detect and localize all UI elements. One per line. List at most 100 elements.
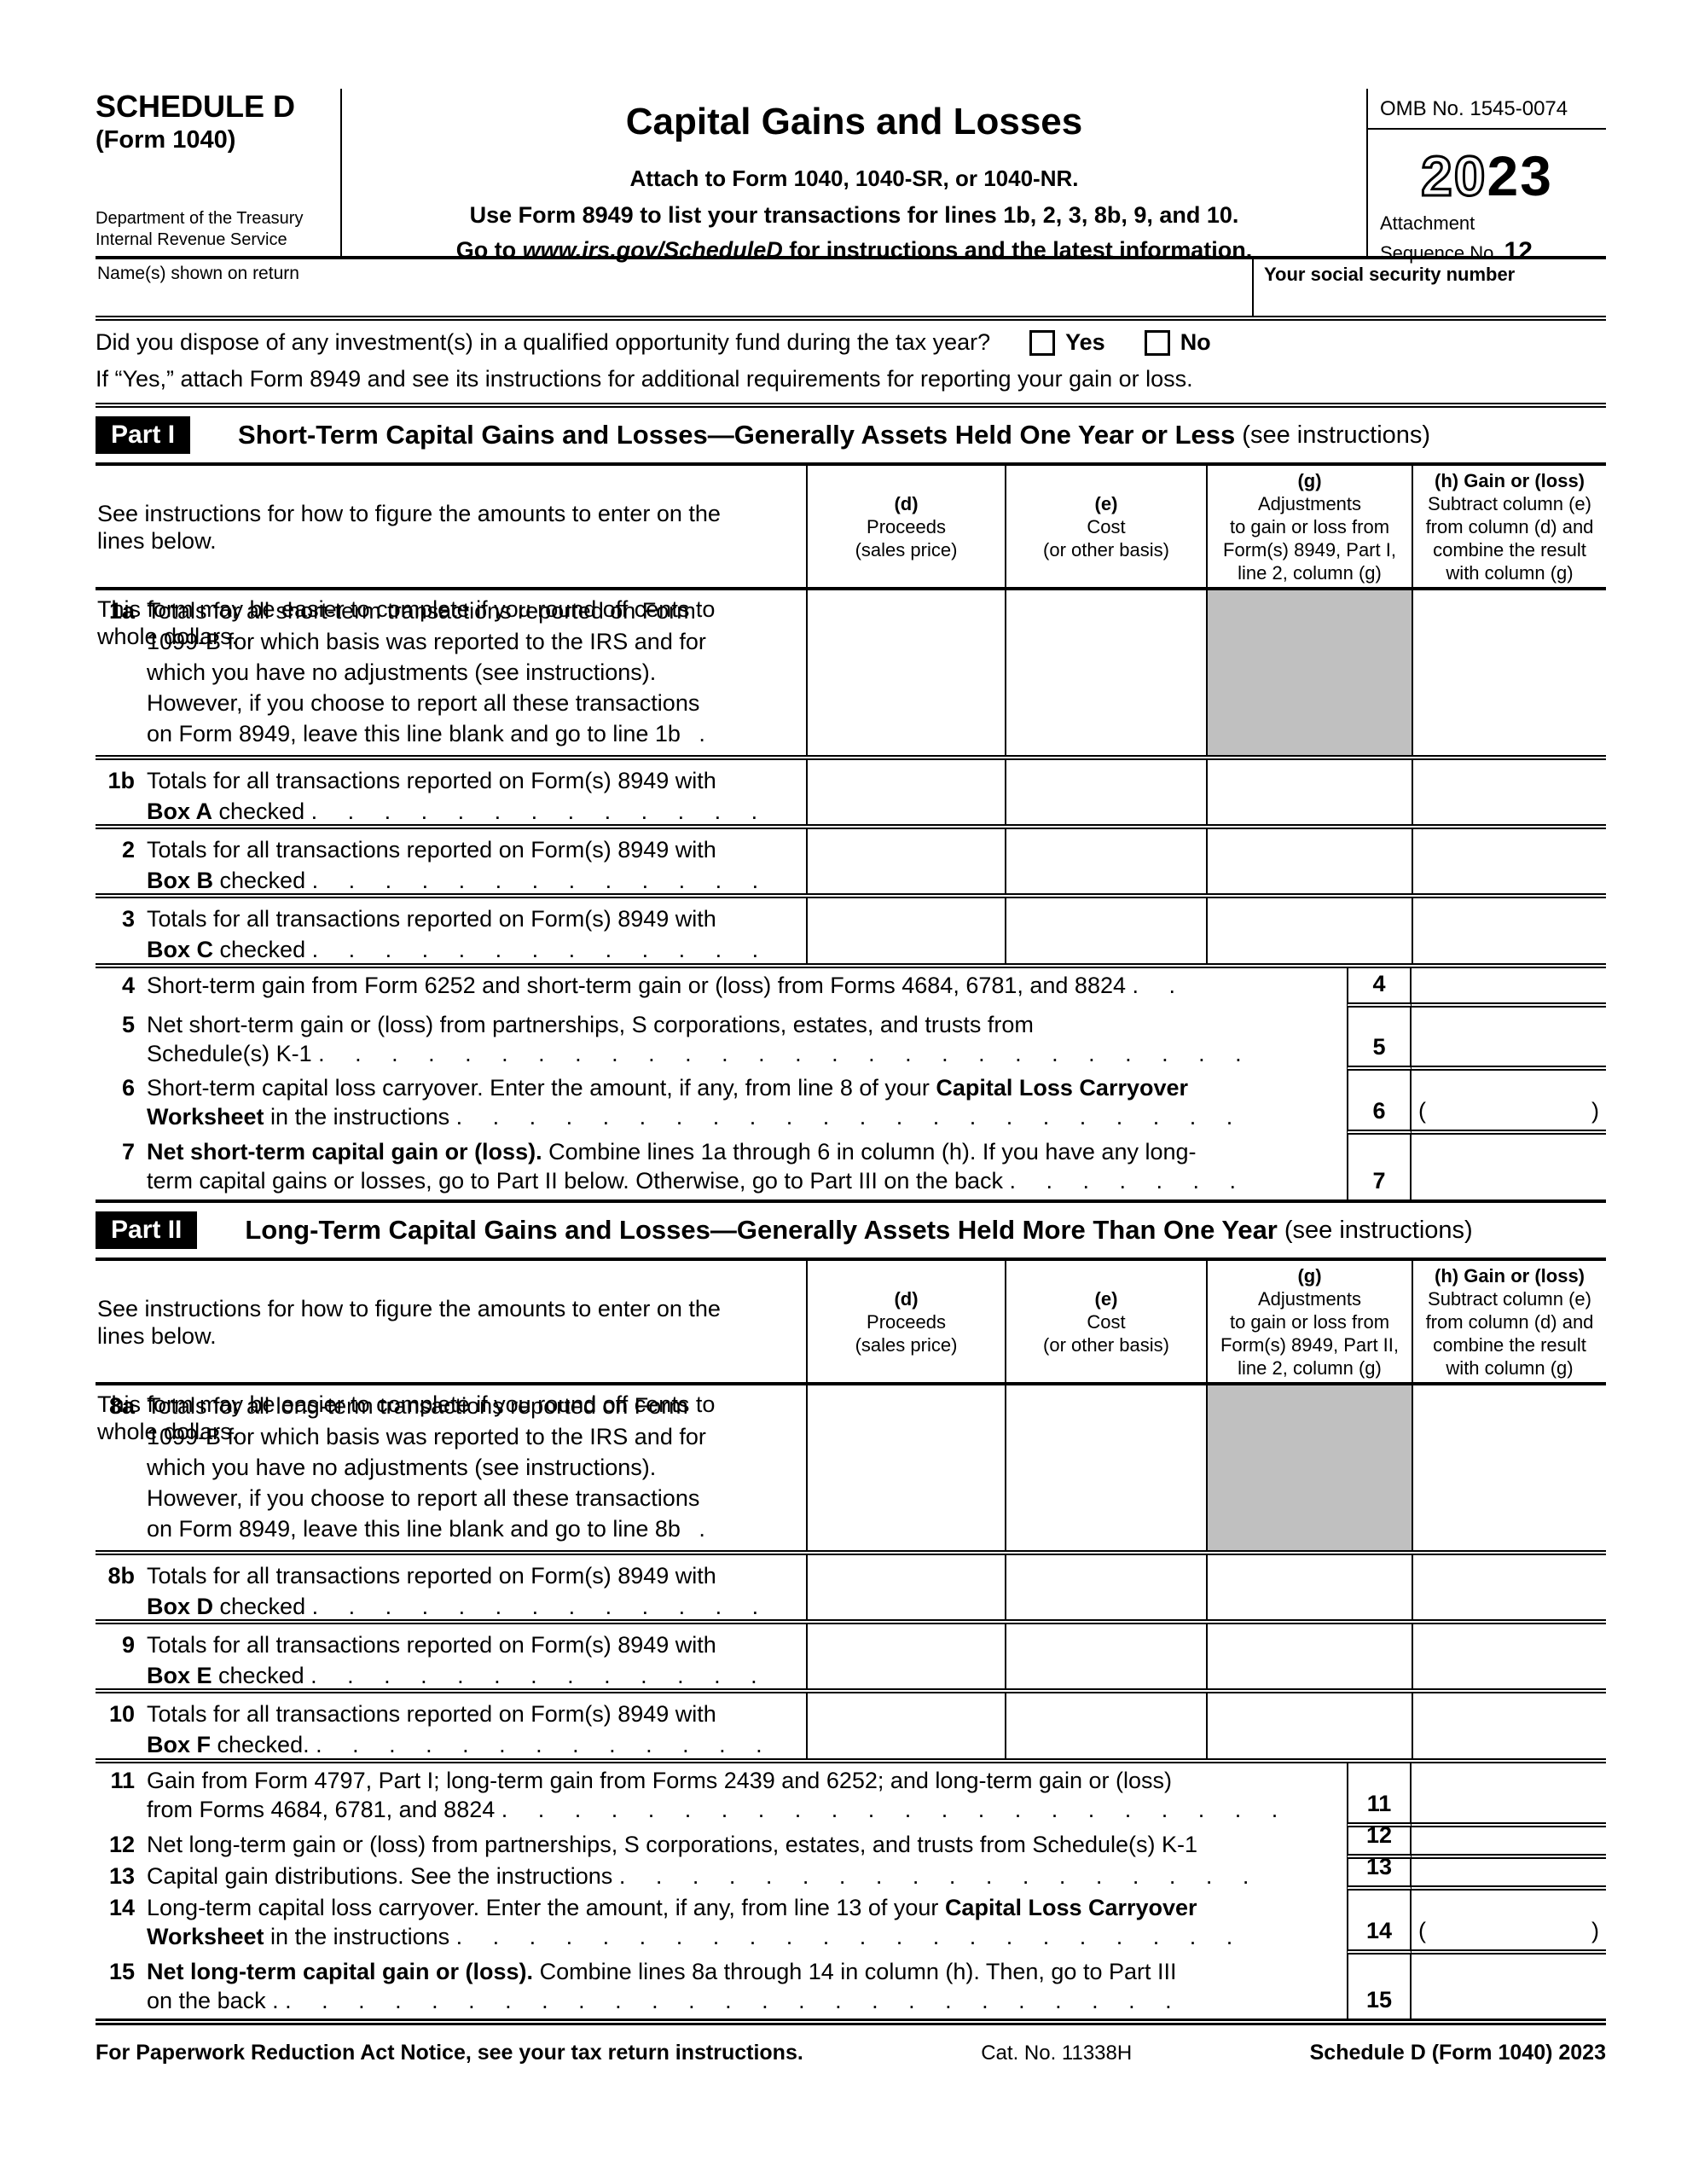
row-14-number: 14 (108, 1895, 135, 1920)
catalog-number: Cat. No. 11338H (981, 2042, 1133, 2065)
row-11-leader: . . . . . . . . . . . . . . . . . . . . … (501, 1797, 1290, 1822)
department-label: Department of the Treasury Internal Reve… (96, 208, 332, 251)
amount-cell-1b-d[interactable] (806, 760, 1005, 824)
ssn-input-area[interactable]: Your social security number (1254, 259, 1606, 316)
line-number-box-11: 11 (1347, 1763, 1412, 1827)
row-9-box-label: Box E (147, 1663, 212, 1688)
amount-cell-8b-e[interactable] (1005, 1555, 1206, 1619)
yes-checkbox[interactable] (1029, 329, 1056, 356)
row-1a-text: Totals for all short-term transactions r… (147, 595, 806, 755)
identity-row: Name(s) shown on return Your social secu… (96, 259, 1606, 321)
row-14-text: Long-term capital loss carryover. Enter … (147, 1893, 1347, 1955)
row-15-bold-lead: Net long-term capital gain or (loss). (147, 1959, 534, 1984)
amount-cell-8b-g[interactable] (1206, 1555, 1412, 1619)
part2-title: Long-Term Capital Gains and Losses—Gener… (245, 1215, 1278, 1245)
amount-cell-10-d[interactable] (806, 1693, 1005, 1758)
year-outline-part: 20 (1420, 143, 1487, 209)
amount-cell-3-g[interactable] (1206, 898, 1412, 963)
amount-box-15[interactable] (1412, 1955, 1606, 2018)
amount-cell-8a-h[interactable] (1412, 1385, 1606, 1550)
amount-cell-1b-e[interactable] (1005, 760, 1206, 824)
row-8a-number: 8a (108, 1393, 135, 1419)
row-3-number: 3 (121, 906, 135, 932)
row-8b-text: Totals for all transactions reported on … (147, 1560, 806, 1619)
row-12-number: 12 (108, 1832, 135, 1857)
col-header-cost-2: (e) Cost (or other basis) (1005, 1261, 1206, 1382)
form-header: SCHEDULE D (Form 1040) Department of the… (96, 89, 1606, 265)
irs-url: www.irs.gov/ScheduleD (522, 237, 783, 263)
attachment-sequence: Attachment Sequence No. 12 (1368, 212, 1606, 267)
name-input-area[interactable]: Name(s) shown on return (96, 259, 1254, 316)
amount-cell-8a-d[interactable] (806, 1385, 1005, 1550)
line-number-box-14: 14 (1347, 1891, 1412, 1955)
amount-cell-1a-e[interactable] (1005, 590, 1206, 755)
amount-cell-2-g[interactable] (1206, 829, 1412, 893)
department-line2: Internal Revenue Service (96, 230, 287, 249)
row-2-text-post: checked (213, 868, 312, 893)
amount-cell-1b-g[interactable] (1206, 760, 1412, 824)
amount-cell-2-h[interactable] (1412, 829, 1606, 893)
form-content: SCHEDULE D (Form 1040) Department of the… (96, 89, 1606, 2065)
row-13-text: Capital gain distributions. See the inst… (147, 1862, 1347, 1891)
amount-cell-10-e[interactable] (1005, 1693, 1206, 1758)
amount-cell-10-g[interactable] (1206, 1693, 1412, 1758)
row-9-text-pre: Totals for all transactions reported on … (147, 1632, 716, 1658)
amount-cell-3-d[interactable] (806, 898, 1005, 963)
amount-cell-10-h[interactable] (1412, 1693, 1606, 1758)
row-15-text: Net long-term capital gain or (loss). Co… (147, 1957, 1347, 2018)
row-13-text-body: Capital gain distributions. See the inst… (147, 1863, 619, 1889)
paren-close-6: ) (1591, 1098, 1599, 1124)
row-1b-leader: . . . . . . . . . . . . . (310, 799, 770, 824)
amount-cell-1b-h[interactable] (1412, 760, 1606, 824)
row-15-desc: 15 Net long-term capital gain or (loss).… (96, 1955, 1347, 2018)
col-d-text-2: Proceeds (sales price) (855, 1310, 958, 1356)
amount-cell-8b-d[interactable] (806, 1555, 1005, 1619)
row-11-text: Gain from Form 4797, Part I; long-term g… (147, 1766, 1347, 1827)
yes-label: Yes (1065, 329, 1105, 355)
amount-box-4[interactable] (1412, 968, 1606, 1008)
part2-intro-line2: This form may be easier to complete if y… (97, 1391, 716, 1444)
row-1b-text-pre: Totals for all transactions reported on … (147, 768, 716, 793)
part1-intro: See instructions for how to figure the a… (96, 466, 806, 649)
amount-cell-8a-e[interactable] (1005, 1385, 1206, 1550)
amount-cell-2-e[interactable] (1005, 829, 1206, 893)
row-15-leader: . . . . . . . . . . . . . . . . . . . . … (285, 1988, 1184, 2013)
amount-cell-9-g[interactable] (1206, 1624, 1412, 1688)
amount-cell-9-d[interactable] (806, 1624, 1005, 1688)
amount-cell-9-e[interactable] (1005, 1624, 1206, 1688)
form-title: Capital Gains and Losses (625, 101, 1083, 142)
amount-cell-1a-h[interactable] (1412, 590, 1606, 755)
row-1a-text-body: Totals for all short-term transactions r… (147, 598, 706, 746)
part1-end-rule (96, 1199, 1606, 1203)
amount-box-7[interactable] (1412, 1135, 1606, 1199)
row-1b-text: Totals for all transactions reported on … (147, 765, 806, 824)
amount-cell-3-e[interactable] (1005, 898, 1206, 963)
col-g-text-2: Adjustments to gain or loss from Form(s)… (1220, 1287, 1400, 1379)
amount-box-12[interactable] (1412, 1827, 1606, 1859)
amount-cell-9-h[interactable] (1412, 1624, 1606, 1688)
line-number-box-12: 12 (1347, 1822, 1412, 1859)
row-4-leader: . . (1132, 973, 1188, 998)
row-4: 4 Short-term gain from Form 6252 and sho… (96, 968, 1606, 1008)
amount-box-6[interactable]: () (1412, 1071, 1606, 1135)
amount-cell-8b-h[interactable] (1412, 1555, 1606, 1619)
amount-box-13[interactable] (1412, 1859, 1606, 1891)
row-8b-text-pre: Totals for all transactions reported on … (147, 1563, 716, 1589)
amount-cell-2-d[interactable] (806, 829, 1005, 893)
no-checkbox[interactable] (1144, 329, 1170, 356)
row-14: 14 Long-term capital loss carryover. Ent… (96, 1891, 1606, 1955)
row-9: 9 Totals for all transactions reported o… (96, 1624, 1606, 1693)
amount-box-5[interactable] (1412, 1008, 1606, 1071)
row-8a-text: Totals for all long-term transactions re… (147, 1391, 806, 1550)
row-10-desc: 10 Totals for all transactions reported … (96, 1693, 806, 1758)
amount-box-14[interactable]: () (1412, 1891, 1606, 1955)
amount-cell-1a-d[interactable] (806, 590, 1005, 755)
part2-end-rule (96, 2018, 1606, 2025)
col-header-cost: (e) Cost (or other basis) (1005, 466, 1206, 587)
amount-box-11[interactable] (1412, 1763, 1606, 1827)
use-form-8949-instruction: Use Form 8949 to list your transactions … (469, 202, 1239, 228)
amount-cell-3-h[interactable] (1412, 898, 1606, 963)
goto-instruction: Go to www.irs.gov/ScheduleD for instruct… (456, 237, 1253, 264)
goto-prefix: Go to (455, 237, 523, 263)
